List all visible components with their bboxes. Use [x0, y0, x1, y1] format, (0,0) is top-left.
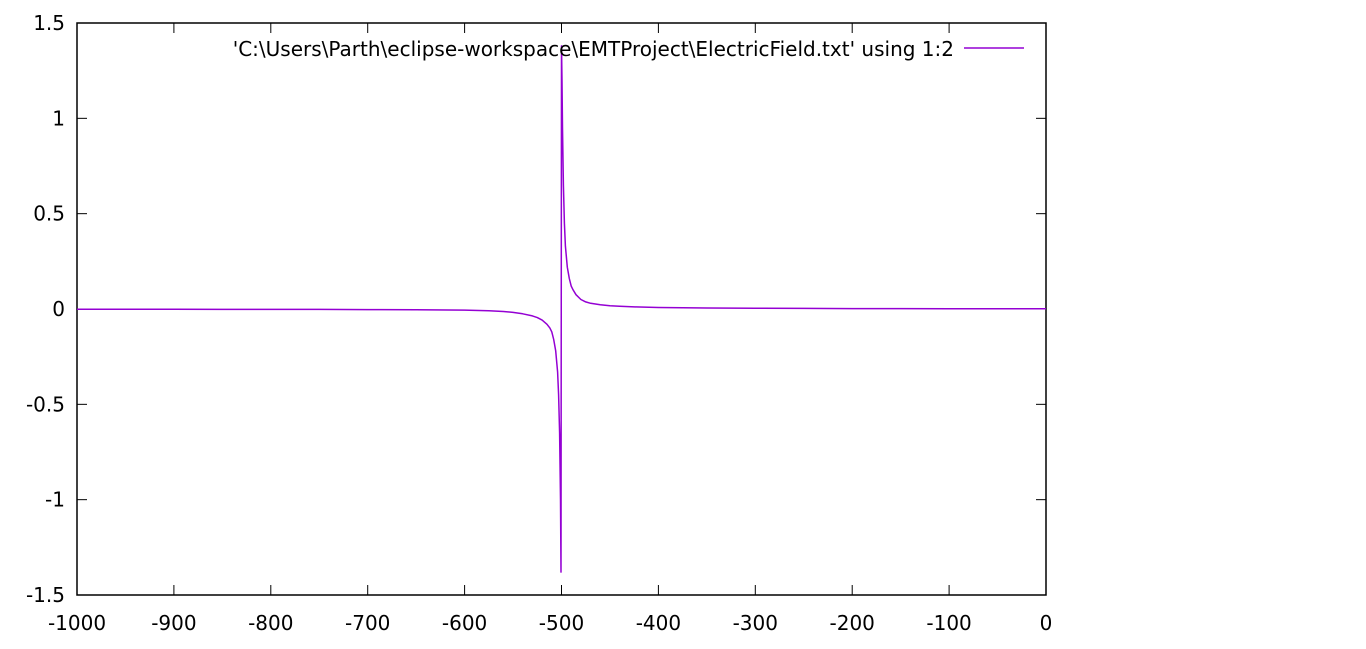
x-tick-label: -200 — [830, 611, 875, 635]
y-tick-label: 1.5 — [33, 11, 65, 35]
x-tick-label: -500 — [539, 611, 584, 635]
y-tick-label: 0 — [52, 297, 65, 321]
legend-entry-label: 'C:\Users\Parth\eclipse-workspace\EMTPro… — [233, 37, 954, 61]
x-tick-label: -1000 — [48, 611, 106, 635]
y-tick-label: -1.5 — [26, 583, 65, 607]
y-axis-tick-labels: 1.5 1 0.5 0 -0.5 -1 -1.5 — [26, 11, 65, 607]
x-tick-label: -300 — [733, 611, 778, 635]
y-tick-label: 1 — [52, 106, 65, 130]
x-tick-label: -900 — [151, 611, 196, 635]
tick-marks — [76, 22, 1047, 596]
legend: 'C:\Users\Parth\eclipse-workspace\EMTPro… — [233, 37, 1024, 61]
series-line — [77, 45, 1046, 573]
y-tick-label: -1 — [45, 488, 65, 512]
y-tick-label: 0.5 — [33, 202, 65, 226]
x-tick-label: -400 — [636, 611, 681, 635]
x-tick-label: -600 — [442, 611, 487, 635]
x-tick-label: 0 — [1040, 611, 1053, 635]
series-lines — [77, 45, 1046, 573]
x-tick-label: -700 — [345, 611, 390, 635]
x-axis-tick-labels: -1000 -900 -800 -700 -600 -500 -400 -300 -200 -10… — [48, 611, 1052, 635]
x-tick-label: -800 — [248, 611, 293, 635]
x-tick-label: -100 — [926, 611, 971, 635]
y-tick-label: -0.5 — [26, 392, 65, 416]
